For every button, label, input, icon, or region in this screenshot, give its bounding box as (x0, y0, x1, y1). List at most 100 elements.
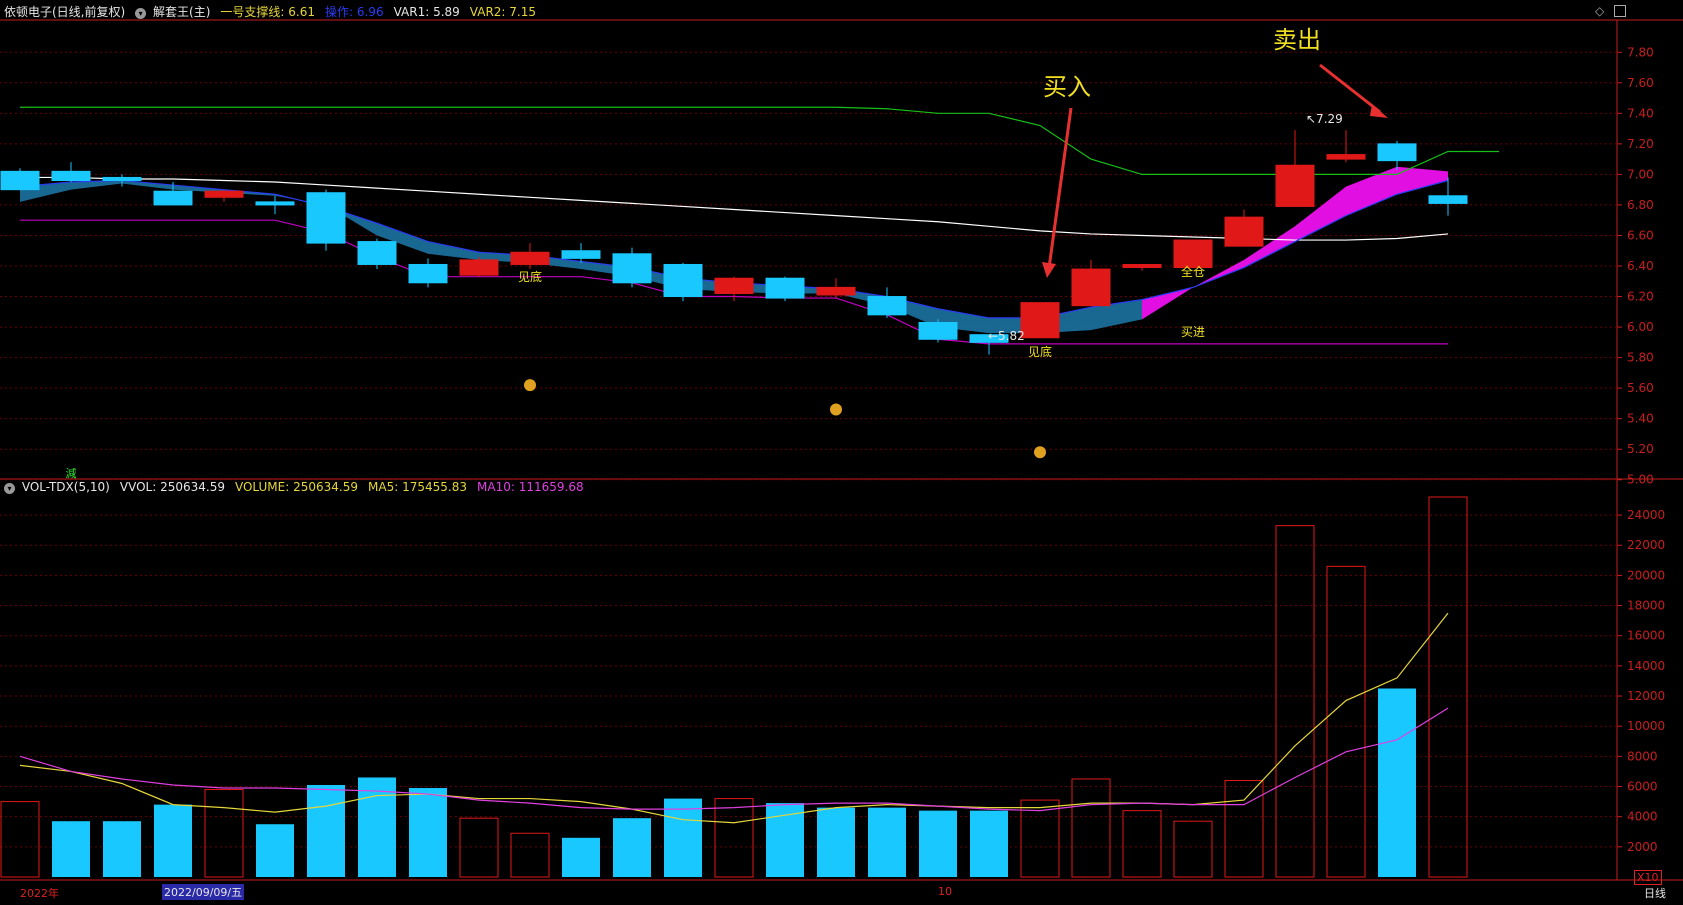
header-item-var2: VAR2: 7.15 (469, 4, 537, 19)
volume-bar-down (817, 807, 855, 877)
chevron-down-icon: ▾ (4, 483, 15, 494)
volume-bar-down (52, 821, 90, 877)
volume-bar-up (1071, 778, 1111, 878)
price-tick-label: 7.40 (1627, 106, 1654, 120)
volume-bar-down (103, 821, 141, 877)
buy-annotation: 买入 (1043, 73, 1091, 101)
volume-bar-up (1122, 810, 1162, 878)
volume-tick-label: 20000 (1627, 568, 1665, 582)
header-item-ma5: MA5: 175455.83 (368, 480, 467, 494)
volume-bar-down (970, 810, 1008, 877)
volume-ma-line (19, 612, 1449, 824)
candle-up (1326, 154, 1366, 160)
stock-name[interactable]: 依顿电子(日线,前复权) (4, 5, 126, 19)
price-tick-label: 5.40 (1627, 412, 1654, 426)
candle-up (510, 251, 550, 265)
candle-down (0, 170, 40, 191)
price-tick-label: 5.20 (1627, 442, 1654, 456)
volume-bar-up (714, 798, 754, 878)
price-tick-label: 6.40 (1627, 259, 1654, 273)
price-tick-label: 5.60 (1627, 381, 1654, 395)
volume-tick-label: 18000 (1627, 599, 1665, 613)
price-tick-label: 6.60 (1627, 228, 1654, 242)
volume-bar-up (1173, 820, 1213, 878)
price-tick-label: 7.00 (1627, 167, 1654, 181)
money-bag-icon (1034, 446, 1046, 459)
sell-arrow (1319, 63, 1381, 114)
sell-arrow-head (1370, 104, 1388, 118)
candle-down (969, 334, 1009, 343)
indicator-line (20, 176, 1449, 241)
period-button[interactable]: 日线 (1644, 887, 1666, 900)
candle-down (918, 321, 958, 340)
price-tick-label: 5.00 (1627, 473, 1654, 487)
volume-bar-down (868, 807, 906, 877)
volume-bar-up (0, 801, 40, 878)
volume-bar-up (1020, 799, 1060, 878)
volume-bar-up (1326, 565, 1366, 878)
header-item-operate: 操作: 6.96 (324, 5, 384, 19)
buy-arrow (1047, 107, 1073, 269)
candle-down (867, 296, 907, 316)
chevron-down-icon: ▾ (135, 8, 147, 19)
buy-arrow-head (1042, 262, 1056, 278)
candle-down (408, 263, 448, 284)
candle-up (1071, 268, 1111, 307)
ribbon-segment (1244, 226, 1295, 268)
volume-bar-down (307, 785, 345, 877)
ribbon-segment (1142, 287, 1193, 320)
candle-down (765, 277, 805, 299)
candle-down (51, 170, 91, 182)
price-tick-label: 6.20 (1627, 290, 1654, 304)
candle-up (1224, 216, 1264, 247)
candle-up (816, 286, 856, 296)
price-tick-label: 6.80 (1627, 198, 1654, 212)
candle-up (1122, 263, 1162, 269)
header-item-vvol: VVOL: 250634.59 (119, 480, 225, 494)
candle-down (1377, 143, 1417, 162)
price-tick-label: 7.20 (1627, 137, 1654, 151)
price-tick-label: 6.00 (1627, 320, 1654, 334)
signal-mark: 減 (66, 466, 77, 480)
price-tick-label: 5.80 (1627, 351, 1654, 365)
candle-up (204, 190, 244, 198)
axis-month-label: 10 (938, 885, 952, 898)
ribbon-segment (1295, 186, 1346, 242)
low-price-label: ←5.82 (988, 329, 1025, 343)
volume-dropdown[interactable]: ▾ VOL-TDX(5,10) (4, 480, 110, 494)
money-bag-icon (524, 379, 536, 392)
header-item-support: 一号支撑线: 6.61 (220, 5, 315, 19)
volume-tick-label: 8000 (1627, 749, 1658, 763)
volume-bar-up (1224, 779, 1264, 878)
volume-scale-label: X10 (1634, 870, 1662, 885)
volume-header: ▾ VOL-TDX(5,10) VVOL: 250634.59 VOLUME: … (4, 480, 584, 494)
ribbon-segment (1397, 166, 1448, 195)
volume-bar-up (510, 832, 550, 878)
volume-bar-down (562, 837, 600, 877)
diamond-icon[interactable]: ◇ (1595, 4, 1605, 18)
indicator-dropdown[interactable]: ▾ 解套王(主) (135, 3, 210, 20)
buy-in-signal: 买进 (1181, 325, 1205, 339)
volume-bar-down (256, 824, 294, 877)
volume-tick-label: 6000 (1627, 780, 1658, 794)
volume-bar-down (613, 818, 651, 877)
cursor-date-label: 2022/09/09/五 (162, 884, 245, 900)
volume-bar-down (664, 798, 702, 877)
candle-down (357, 241, 397, 265)
volume-bar-down (1378, 688, 1416, 877)
volume-tick-label: 4000 (1627, 810, 1658, 824)
axis-year-label: 2022年 (20, 887, 59, 900)
bottom-signal: 见底 (1028, 344, 1052, 359)
candle-down (255, 201, 295, 206)
candle-down (306, 192, 346, 244)
ribbon-segment (428, 241, 479, 260)
window-toggle-icon[interactable] (1614, 5, 1626, 17)
volume-bar-down (358, 777, 396, 877)
volume-tick-label: 14000 (1627, 659, 1665, 673)
volume-tick-label: 2000 (1627, 840, 1658, 854)
volume-indicator-name: VOL-TDX(5,10) (21, 480, 110, 494)
candle-down (612, 253, 652, 284)
volume-bar-up (459, 817, 499, 878)
volume-bar-down (766, 803, 804, 877)
volume-bar-up (204, 789, 244, 878)
